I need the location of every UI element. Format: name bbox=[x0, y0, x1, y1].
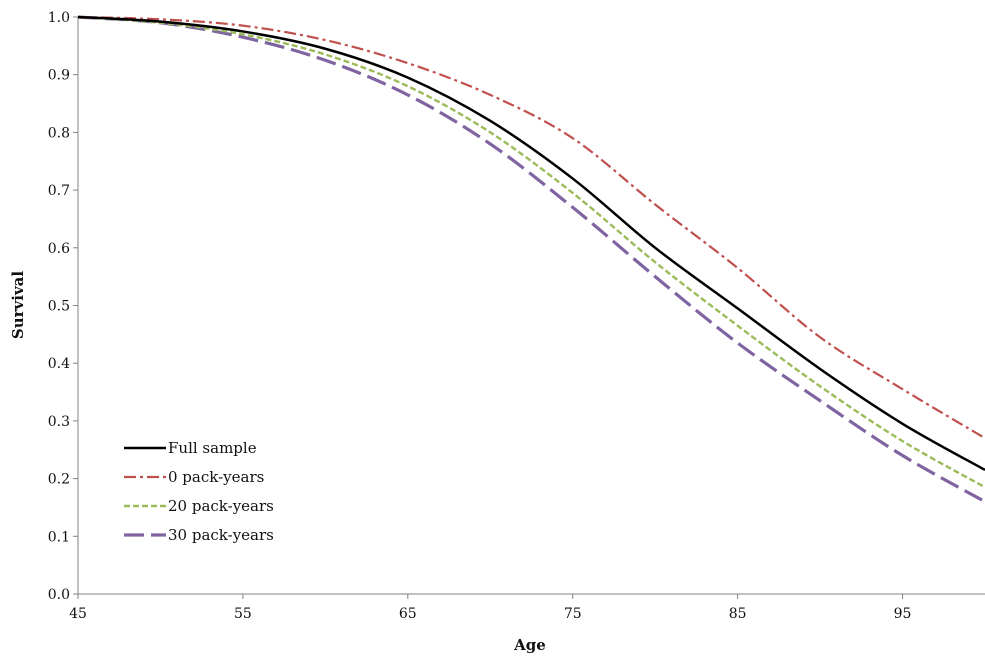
x-tick-label: 65 bbox=[399, 606, 417, 622]
y-tick-label: 0.1 bbox=[48, 529, 70, 545]
x-tick-label: 95 bbox=[894, 606, 912, 622]
y-tick-label: 0.0 bbox=[48, 587, 70, 603]
y-tick-label: 0.3 bbox=[48, 414, 70, 430]
y-tick-label: 0.2 bbox=[48, 472, 70, 488]
series-line-0-pack-years bbox=[77, 15, 985, 440]
series-line-30-pack-years bbox=[77, 15, 985, 504]
y-tick-label: 0.4 bbox=[48, 356, 70, 372]
x-tick-label: 45 bbox=[69, 606, 87, 622]
y-tick-label: 0.6 bbox=[48, 241, 70, 257]
y-axis-title: Survival bbox=[9, 271, 27, 339]
y-tick-label: 0.5 bbox=[48, 299, 70, 315]
legend-label: Full sample bbox=[168, 439, 257, 457]
y-tick-label: 0.9 bbox=[48, 68, 70, 84]
x-tick-label: 55 bbox=[234, 606, 252, 622]
y-tick-label: 0.7 bbox=[48, 183, 70, 199]
x-axis-title: Age bbox=[513, 636, 546, 654]
legend-label: 0 pack-years bbox=[168, 468, 264, 486]
series-lines bbox=[77, 15, 985, 504]
y-tick-label: 1.0 bbox=[48, 10, 70, 26]
y-tick-label: 0.8 bbox=[48, 125, 70, 141]
axes: 0.0 0.1 0.2 0.3 0.4 0.5 0.6 0.7 0.8 0.9 1.0 45 55 65 7… bbox=[48, 10, 985, 622]
legend-label: 30 pack-years bbox=[168, 526, 274, 544]
legend: Full sample 0 pack-years 20 pack-years 30 p… bbox=[124, 439, 274, 544]
series-line-20-pack-years bbox=[77, 15, 985, 489]
x-tick-label: 85 bbox=[729, 606, 747, 622]
x-tick-label: 75 bbox=[564, 606, 582, 622]
series-line-full-sample bbox=[77, 15, 985, 472]
legend-label: 20 pack-years bbox=[168, 497, 274, 515]
